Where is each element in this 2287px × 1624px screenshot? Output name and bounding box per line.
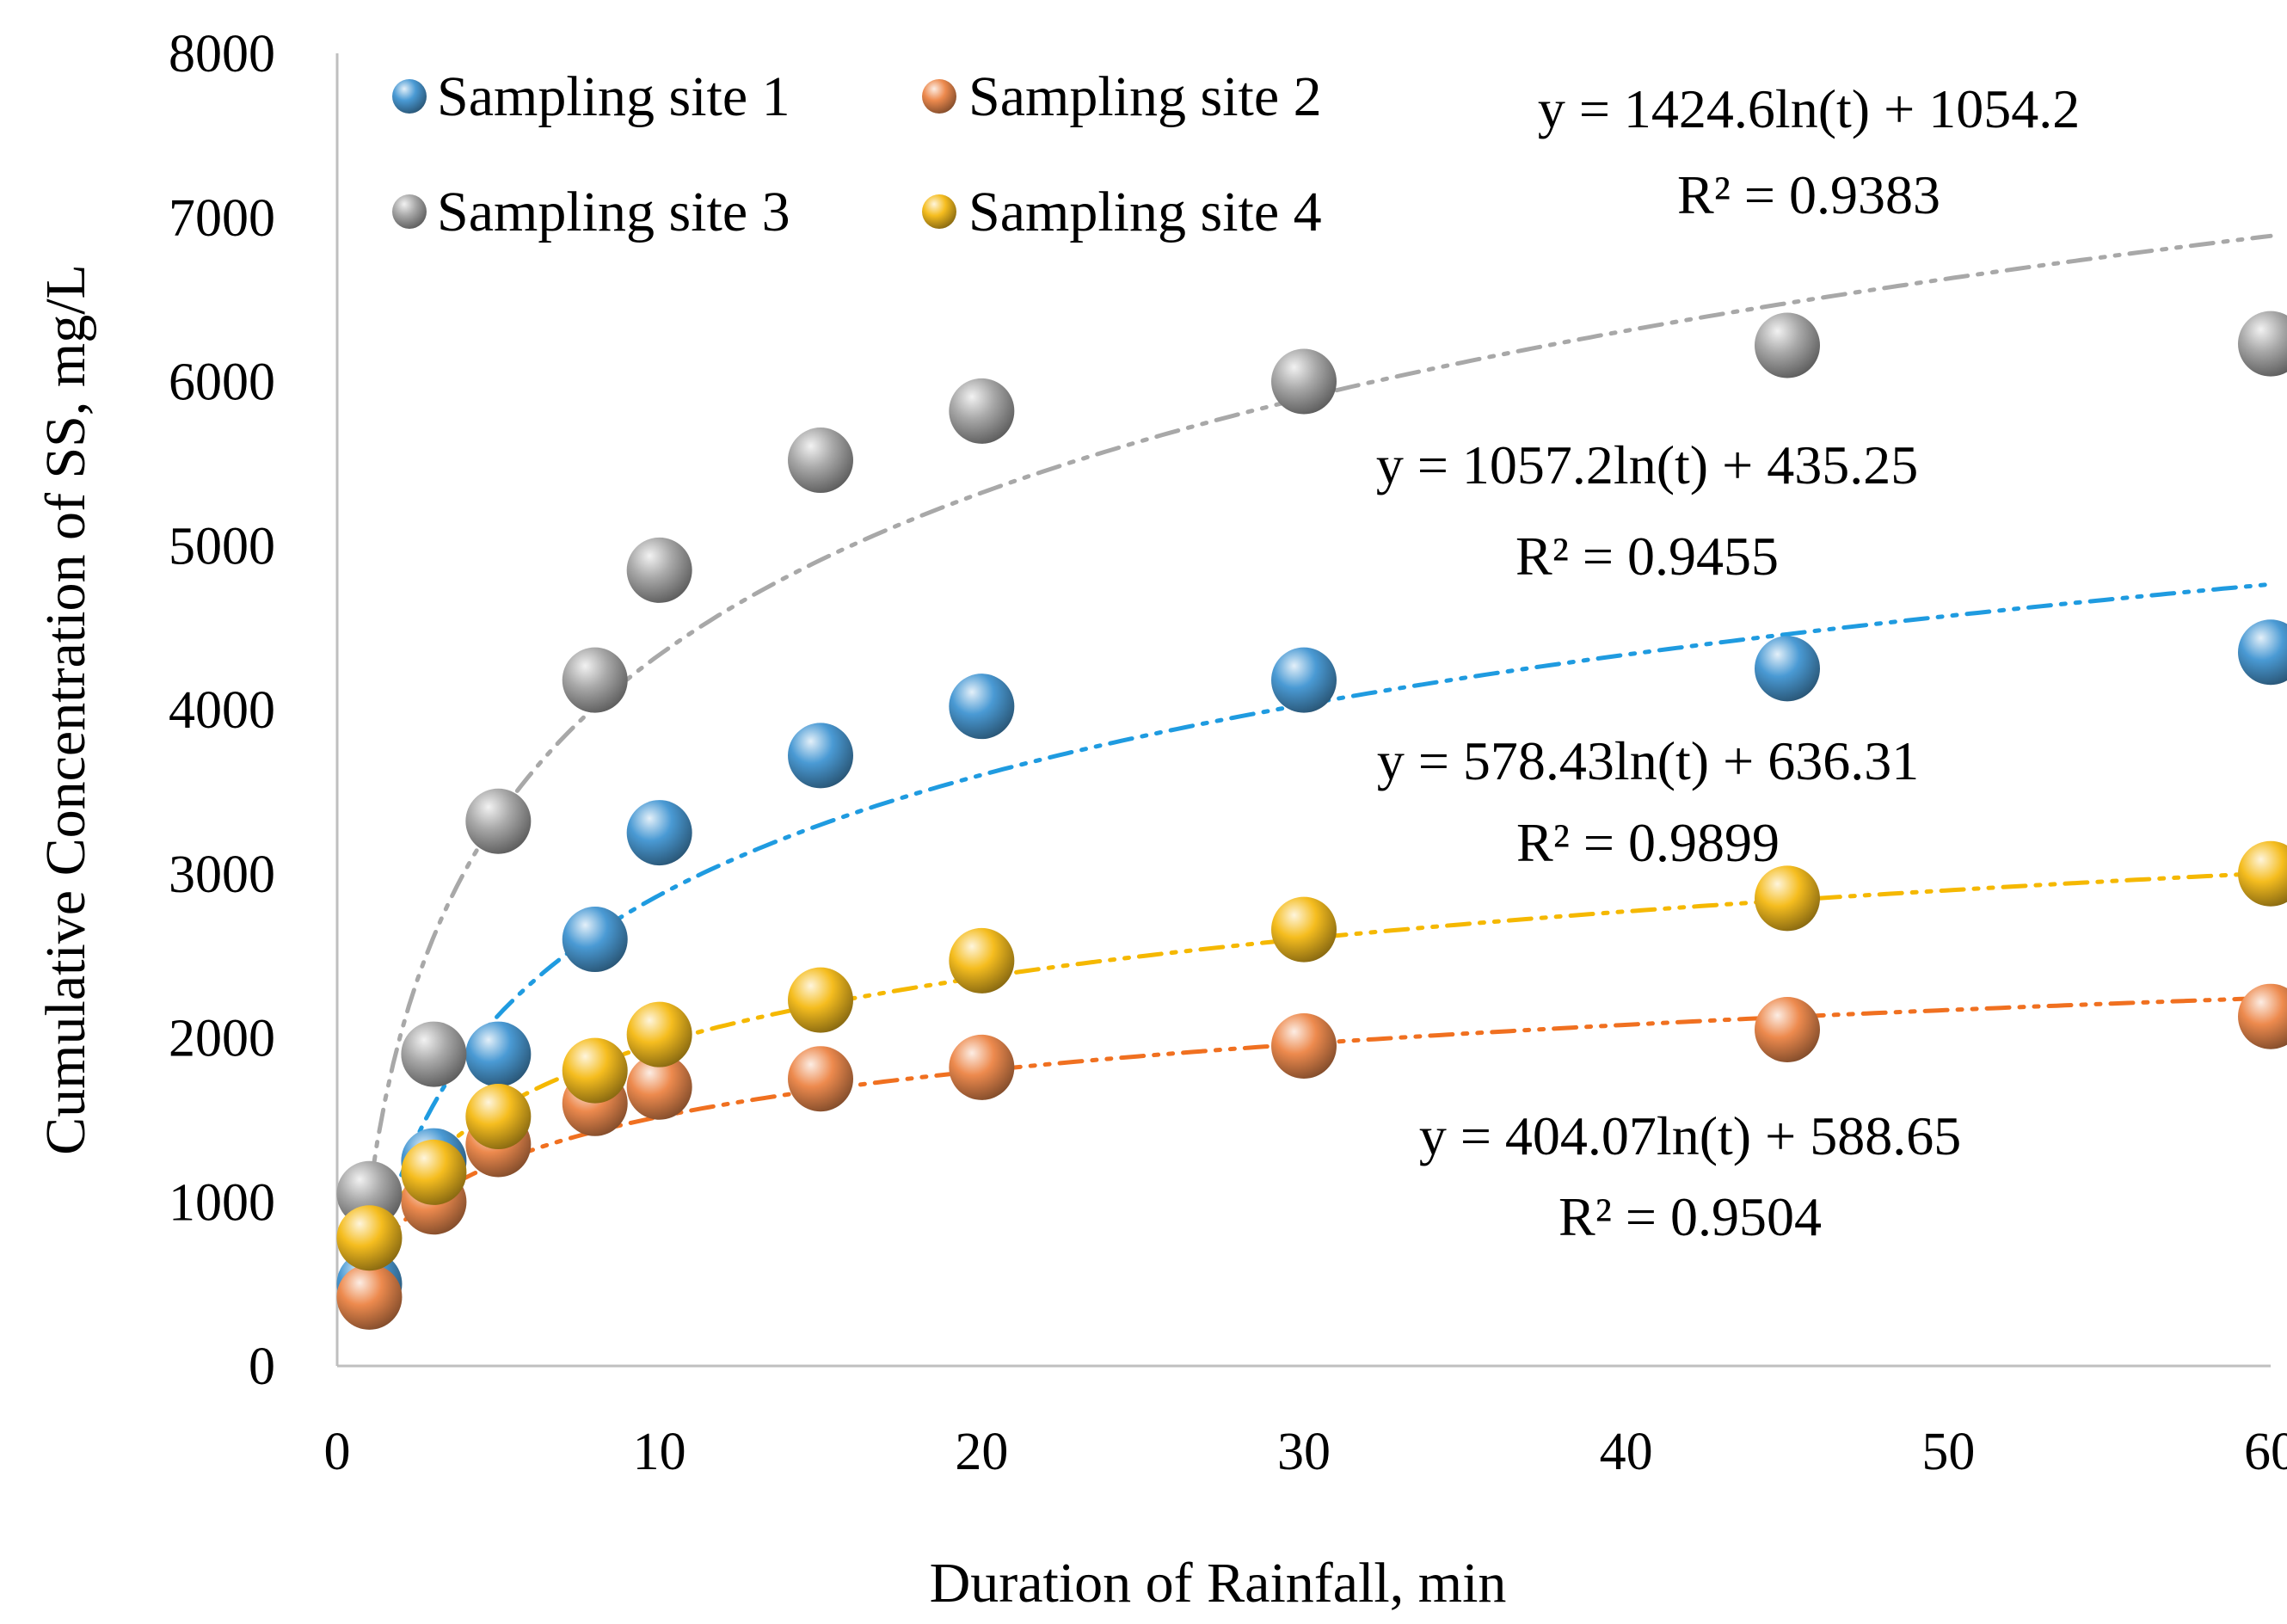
x-tick-label: 40: [1600, 1423, 1653, 1481]
r-squared-site-1: R² = 0.9455: [1515, 526, 1779, 587]
data-point-site-4: [336, 1205, 403, 1271]
equation-site-2: y = 404.07ln(t) + 588.65: [1419, 1105, 1961, 1166]
data-point-site-3: [2238, 311, 2287, 377]
x-tick-label: 10: [633, 1423, 686, 1481]
x-tick-label: 50: [1921, 1423, 1975, 1481]
data-point-site-1: [1755, 636, 1820, 702]
y-tick-label: 4000: [169, 681, 275, 740]
data-point-site-4: [1271, 896, 1337, 963]
data-point-site-1: [1271, 647, 1337, 713]
data-point-site-4: [949, 927, 1015, 993]
legend-marker-site-3: [392, 194, 427, 229]
y-tick-label: 7000: [169, 189, 275, 248]
legend-label-site-3: Sampling site 3: [437, 181, 790, 243]
equation-site-3: y = 1424.6ln(t) + 1054.2: [1538, 78, 2080, 139]
data-point-site-4: [2238, 840, 2287, 907]
x-axis-title: Duration of Rainfall, min: [930, 1552, 1507, 1615]
legend: Sampling site 1 Sampling site 2 Sampling s…: [392, 65, 1322, 243]
data-points: [336, 311, 2287, 1330]
data-point-site-3: [465, 788, 532, 854]
data-point-site-3: [401, 1021, 467, 1087]
data-point-site-2: [2238, 983, 2287, 1049]
trendline-site-3: [367, 233, 2273, 1196]
r-squared-site-3: R² = 0.9383: [1677, 164, 1940, 225]
equation-labels: y = 1057.2ln(t) + 435.25 R² = 0.9455 y = 4…: [1376, 78, 2080, 1247]
y-tick-label: 2000: [169, 1010, 275, 1068]
data-point-site-4: [626, 1001, 692, 1067]
r-squared-site-4: R² = 0.9899: [1516, 812, 1780, 873]
legend-marker-site-1: [392, 79, 427, 114]
data-point-site-1: [562, 907, 628, 973]
data-point-site-1: [2238, 619, 2287, 686]
y-axis-title: Cumulative Concentration of SS, mg/L: [34, 264, 97, 1155]
data-point-site-2: [1755, 996, 1820, 1062]
x-tick-label: 30: [1277, 1423, 1331, 1481]
y-tick-label: 5000: [169, 517, 275, 575]
y-tick-label: 6000: [169, 354, 275, 412]
data-point-site-1: [465, 1021, 532, 1087]
legend-marker-site-2: [922, 79, 956, 114]
data-point-site-2: [949, 1034, 1015, 1100]
data-point-site-2: [626, 1054, 692, 1120]
data-point-site-3: [1755, 312, 1820, 378]
x-tick-label: 60: [2244, 1423, 2287, 1481]
x-tick-label: 20: [955, 1423, 1008, 1481]
legend-label-site-4: Sampling site 4: [968, 181, 1322, 243]
data-point-site-2: [336, 1264, 403, 1330]
data-point-site-2: [788, 1046, 853, 1112]
legend-marker-site-4: [922, 194, 956, 229]
y-tick-label: 3000: [169, 846, 275, 904]
data-point-site-3: [1271, 348, 1337, 415]
x-tick-label: 0: [324, 1423, 351, 1481]
equation-site-1: y = 1057.2ln(t) + 435.25: [1376, 434, 1918, 495]
data-point-site-1: [949, 674, 1015, 740]
y-tick-label: 0: [249, 1338, 275, 1396]
data-point-site-3: [562, 647, 628, 713]
r-squared-site-2: R² = 0.9504: [1558, 1186, 1822, 1247]
equation-site-4: y = 578.43ln(t) + 636.31: [1377, 730, 1919, 791]
axes: 0 1000 2000 3000 4000 5000 6000 7000 8000 0 10 20 30…: [34, 25, 2287, 1615]
trendline-site-1: [367, 581, 2273, 1297]
data-point-site-3: [626, 537, 692, 603]
legend-label-site-2: Sampling site 2: [968, 65, 1322, 128]
data-point-site-3: [949, 378, 1015, 444]
data-point-site-4: [788, 967, 853, 1033]
data-point-site-1: [626, 800, 692, 866]
data-point-site-1: [788, 723, 853, 789]
data-point-site-4: [1755, 865, 1820, 932]
data-point-site-4: [401, 1139, 467, 1205]
data-point-site-2: [1271, 1013, 1337, 1080]
legend-label-site-1: Sampling site 1: [437, 65, 790, 128]
y-tick-label: 8000: [169, 25, 275, 83]
data-point-site-3: [788, 428, 853, 494]
data-point-site-4: [465, 1084, 532, 1150]
y-tick-label: 1000: [169, 1173, 275, 1232]
data-point-site-4: [562, 1037, 628, 1104]
